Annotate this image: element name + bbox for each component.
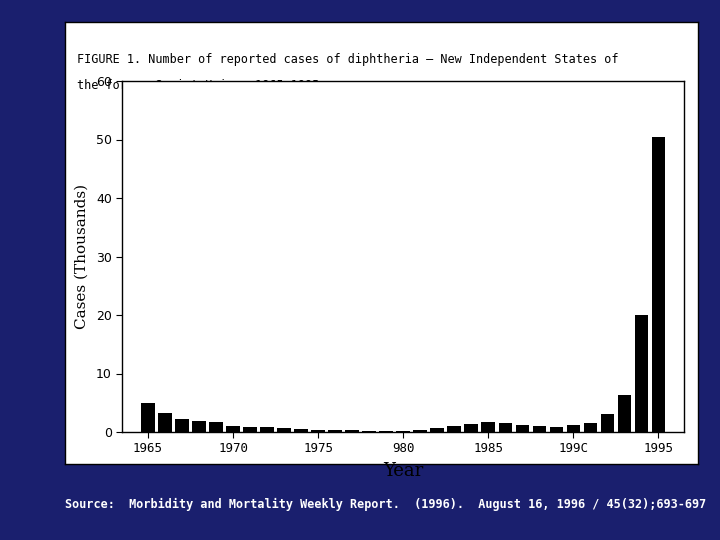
- Bar: [277, 429, 291, 432]
- Bar: [328, 430, 342, 432]
- Bar: [141, 403, 155, 432]
- X-axis label: Year: Year: [383, 462, 423, 481]
- Bar: [634, 315, 648, 432]
- Bar: [346, 430, 359, 432]
- Bar: [498, 423, 512, 432]
- Bar: [482, 422, 495, 432]
- Text: Source:  Morbidity and Mortality Weekly Report.  (1996).  August 16, 1996 / 45(3: Source: Morbidity and Mortality Weekly R…: [65, 497, 706, 511]
- Bar: [431, 429, 444, 432]
- Bar: [379, 431, 393, 432]
- Bar: [260, 427, 274, 432]
- Text: the former Soviet Union, 1965-1995: the former Soviet Union, 1965-1995: [78, 79, 320, 92]
- Bar: [397, 431, 410, 432]
- Bar: [584, 423, 597, 432]
- Bar: [447, 426, 461, 432]
- Bar: [618, 395, 631, 432]
- Bar: [210, 422, 222, 432]
- Bar: [600, 414, 614, 432]
- Y-axis label: Cases (Thousands): Cases (Thousands): [75, 184, 89, 329]
- Bar: [226, 426, 240, 432]
- Bar: [362, 431, 376, 432]
- Bar: [294, 429, 308, 432]
- Bar: [243, 427, 257, 432]
- Bar: [413, 430, 427, 432]
- Bar: [158, 413, 172, 432]
- Bar: [311, 430, 325, 432]
- Bar: [516, 425, 529, 432]
- Bar: [549, 427, 563, 432]
- Bar: [533, 426, 546, 432]
- Bar: [567, 425, 580, 432]
- Bar: [652, 137, 665, 432]
- Bar: [192, 421, 206, 432]
- Text: FIGURE 1. Number of reported cases of diphtheria — New Independent States of: FIGURE 1. Number of reported cases of di…: [78, 52, 619, 65]
- Bar: [464, 424, 478, 432]
- Bar: [175, 419, 189, 432]
